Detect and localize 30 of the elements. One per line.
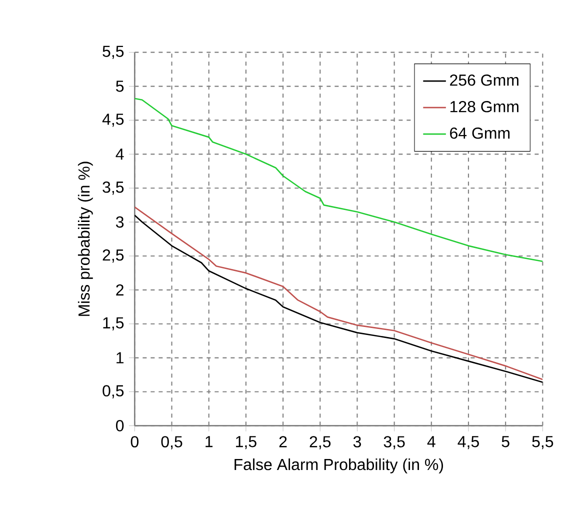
y-tick-label: 3,5	[102, 181, 124, 195]
y-axis-title: Miss probability (in %)	[78, 162, 93, 316]
x-tick-label: 0,5	[161, 436, 182, 450]
x-tick-label: 5,5	[532, 436, 554, 450]
x-tick-label: 3	[353, 436, 361, 448]
x-tick-label: 0	[130, 436, 139, 448]
y-tick-label: 5,5	[102, 46, 124, 59]
y-tick-label: 1,5	[103, 317, 124, 330]
x-tick-label: 1	[206, 436, 213, 448]
x-tick-label: 2,5	[310, 436, 331, 450]
x-axis-title: False Alarm Probability (in %)	[234, 458, 443, 474]
legend-label: 128 Gmm	[450, 100, 518, 112]
x-tick-label: 4,5	[458, 436, 479, 450]
x-tick-label: 5	[502, 436, 510, 448]
y-tick-label: 4	[116, 148, 124, 160]
y-tick-label: 0	[116, 420, 124, 432]
y-tick-label: 4,5	[102, 114, 124, 127]
y-tick-label: 1	[116, 352, 124, 364]
x-tick-label: 2	[279, 436, 287, 448]
line-series	[134, 98, 543, 262]
y-tick-label: 3	[116, 216, 124, 228]
y-tick-label: 2,5	[102, 249, 124, 263]
x-tick-label: 4	[427, 436, 436, 448]
y-tick-label: 5	[116, 80, 124, 92]
x-tick-label: 1,5	[236, 436, 256, 450]
x-tick-label: 3,5	[384, 436, 405, 450]
legend-label: 256 Gmm	[450, 74, 518, 86]
y-tick-label: 2	[116, 284, 124, 296]
legend-label: 64 Gmm	[450, 127, 510, 139]
y-tick-label: 0,5	[102, 385, 124, 398]
